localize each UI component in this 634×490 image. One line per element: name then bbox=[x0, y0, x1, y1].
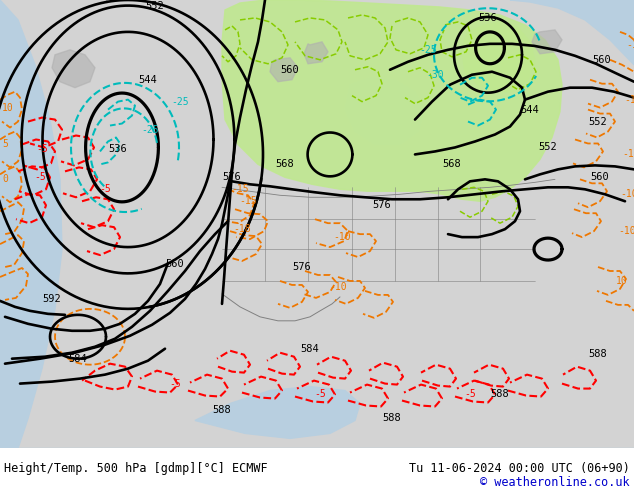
Text: -10: -10 bbox=[618, 226, 634, 236]
Text: 588: 588 bbox=[383, 414, 401, 423]
Text: -15: -15 bbox=[624, 95, 634, 105]
Polygon shape bbox=[532, 30, 562, 54]
Text: 568: 568 bbox=[443, 159, 462, 170]
Text: 576: 576 bbox=[223, 172, 242, 182]
Text: 0: 0 bbox=[2, 174, 8, 184]
Text: 588: 588 bbox=[212, 406, 231, 416]
Text: -15: -15 bbox=[239, 196, 257, 206]
Text: -25: -25 bbox=[419, 45, 437, 55]
Polygon shape bbox=[0, 0, 62, 448]
Text: 552: 552 bbox=[146, 1, 164, 11]
Polygon shape bbox=[270, 58, 298, 82]
Text: -10: -10 bbox=[333, 232, 351, 242]
Polygon shape bbox=[0, 448, 634, 453]
Text: 10: 10 bbox=[616, 276, 628, 286]
Text: -15: -15 bbox=[231, 184, 249, 195]
Polygon shape bbox=[195, 387, 360, 439]
Text: -10: -10 bbox=[329, 282, 347, 292]
Text: -25: -25 bbox=[141, 124, 158, 135]
Text: -18: -18 bbox=[233, 224, 251, 234]
Polygon shape bbox=[462, 22, 535, 92]
Text: 560: 560 bbox=[591, 172, 609, 182]
Text: -15: -15 bbox=[622, 149, 634, 159]
Text: -15: -15 bbox=[626, 40, 634, 50]
Text: 588: 588 bbox=[588, 349, 607, 359]
Text: 584: 584 bbox=[301, 343, 320, 354]
Text: -5: -5 bbox=[464, 389, 476, 398]
Text: 560: 560 bbox=[165, 259, 184, 269]
Polygon shape bbox=[52, 50, 95, 88]
Text: 544: 544 bbox=[139, 74, 157, 85]
Text: -5: -5 bbox=[99, 184, 111, 195]
Text: 552: 552 bbox=[539, 143, 557, 152]
Text: © weatheronline.co.uk: © weatheronline.co.uk bbox=[481, 476, 630, 489]
Text: 552: 552 bbox=[588, 117, 607, 126]
Polygon shape bbox=[222, 0, 562, 201]
Text: 536: 536 bbox=[108, 145, 127, 154]
Text: 536: 536 bbox=[479, 13, 498, 23]
Text: 560: 560 bbox=[593, 55, 611, 65]
Text: Height/Temp. 500 hPa [gdmp][°C] ECMWF: Height/Temp. 500 hPa [gdmp][°C] ECMWF bbox=[4, 462, 268, 475]
Text: -5: -5 bbox=[36, 145, 48, 154]
Text: 560: 560 bbox=[281, 65, 299, 75]
Polygon shape bbox=[345, 78, 425, 145]
Polygon shape bbox=[510, 0, 634, 65]
Text: 10: 10 bbox=[2, 102, 14, 113]
Text: 576: 576 bbox=[293, 262, 311, 272]
Text: 576: 576 bbox=[373, 200, 391, 210]
Polygon shape bbox=[304, 42, 328, 64]
Text: -25: -25 bbox=[171, 97, 189, 107]
Text: 5: 5 bbox=[2, 140, 8, 149]
Text: -5: -5 bbox=[314, 389, 326, 398]
Text: 568: 568 bbox=[276, 159, 294, 170]
Text: 584: 584 bbox=[68, 354, 87, 364]
Text: -5: -5 bbox=[34, 172, 46, 182]
Text: 588: 588 bbox=[491, 389, 509, 398]
Text: -30: -30 bbox=[426, 70, 444, 80]
Text: -10: -10 bbox=[620, 189, 634, 199]
Text: -5: -5 bbox=[169, 379, 181, 389]
Text: 592: 592 bbox=[42, 294, 61, 304]
Text: 544: 544 bbox=[521, 104, 540, 115]
Text: Tu 11-06-2024 00:00 UTC (06+90): Tu 11-06-2024 00:00 UTC (06+90) bbox=[409, 462, 630, 475]
